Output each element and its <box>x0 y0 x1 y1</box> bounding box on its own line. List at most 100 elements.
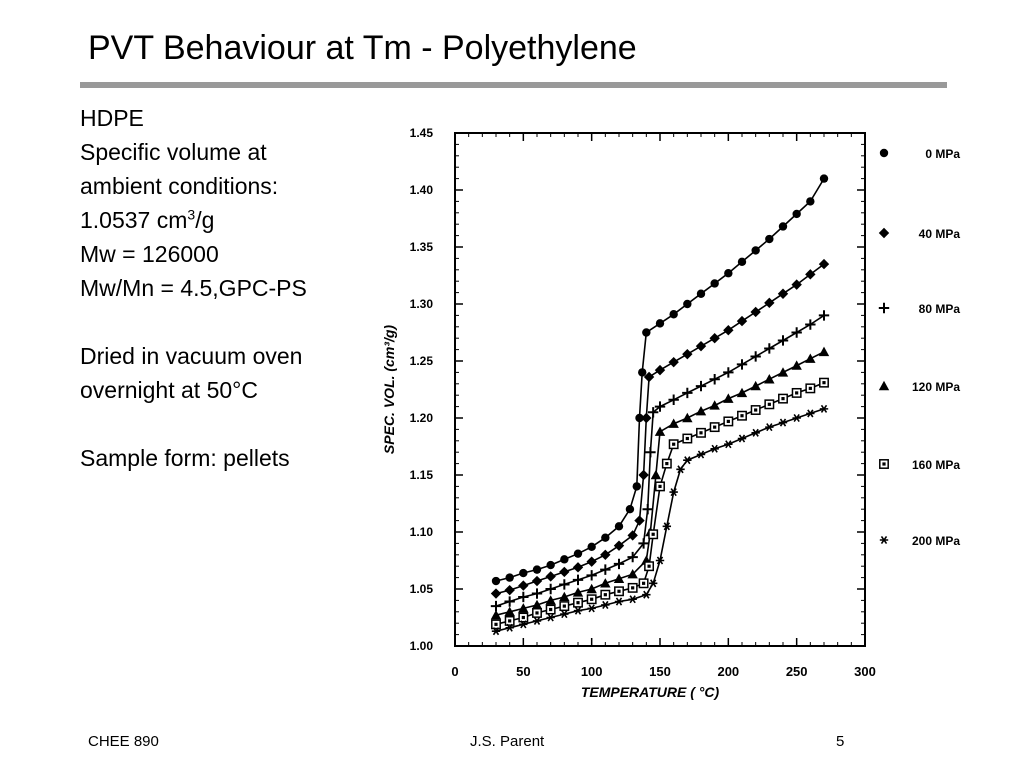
data-point <box>668 356 679 368</box>
data-point <box>819 174 829 183</box>
data-point <box>791 327 802 338</box>
note-sample-form: Sample form: pellets <box>80 445 290 471</box>
volume-superscript: 3 <box>187 206 196 223</box>
data-point <box>709 400 720 410</box>
legend-label: 0 MPa <box>925 147 960 161</box>
square-center <box>590 597 594 601</box>
data-point <box>545 604 556 615</box>
data-point <box>695 380 707 392</box>
data-point <box>750 380 761 391</box>
data-point <box>491 627 501 636</box>
data-point <box>765 423 774 432</box>
note-ambient-conditions: ambient conditions: <box>80 173 279 199</box>
series-line <box>495 263 825 595</box>
data-point <box>661 458 672 469</box>
legend-label: 40 MPa <box>919 227 961 241</box>
data-point <box>532 616 542 625</box>
data-point <box>586 570 597 581</box>
series-line <box>495 381 825 626</box>
sample-notes: HDPE Specific volume at ambient conditio… <box>80 101 370 475</box>
data-point <box>683 299 692 309</box>
data-point <box>682 433 693 444</box>
legend-entry: 200 MPa <box>879 534 960 548</box>
square-center <box>781 397 785 401</box>
legend-label: 80 MPa <box>919 302 961 316</box>
data-point <box>531 599 543 610</box>
data-point <box>560 555 569 564</box>
square-center <box>508 619 512 623</box>
legend-entry: 120 MPa <box>878 380 960 394</box>
data-point <box>724 440 733 449</box>
data-point <box>490 610 502 620</box>
x-tick-label: 50 <box>516 664 530 679</box>
data-point <box>638 469 649 481</box>
square-center <box>549 607 553 612</box>
data-point <box>778 418 788 427</box>
data-point <box>532 565 542 574</box>
data-point <box>614 522 624 531</box>
data-point <box>614 597 624 606</box>
footer-author: J.S. Parent <box>470 733 545 750</box>
square-center <box>699 431 703 435</box>
data-point <box>600 589 611 600</box>
data-point <box>613 540 625 551</box>
series-line <box>495 314 825 607</box>
y-tick-label: 1.40 <box>410 183 434 197</box>
data-point <box>723 325 734 336</box>
data-point <box>736 387 748 398</box>
data-point <box>792 413 801 423</box>
data-point <box>682 412 693 423</box>
square-center <box>535 611 539 615</box>
square-center <box>882 462 886 466</box>
data-point <box>668 394 679 405</box>
square-center <box>754 408 758 412</box>
x-tick-label: 300 <box>854 664 876 679</box>
legend-marker <box>878 380 890 391</box>
series-line <box>495 178 825 582</box>
y-tick-label: 1.25 <box>410 354 434 368</box>
data-point <box>654 401 666 412</box>
data-point <box>490 600 502 612</box>
data-point <box>587 604 596 613</box>
note-material: HDPE <box>80 105 144 131</box>
data-point <box>682 348 693 360</box>
square-center <box>795 391 799 395</box>
x-tick-label: 250 <box>786 664 808 679</box>
data-point <box>648 529 659 540</box>
legend-label: 200 MPa <box>912 534 960 548</box>
legend-marker <box>878 302 890 314</box>
y-tick-label: 1.20 <box>410 411 434 425</box>
data-point <box>819 404 829 413</box>
data-point <box>519 568 528 578</box>
square-center <box>658 484 662 488</box>
data-point <box>628 595 637 604</box>
data-point <box>573 549 583 558</box>
legend-entry: 0 MPa <box>879 147 960 161</box>
data-point <box>792 209 801 219</box>
data-point <box>572 574 584 586</box>
y-tick-label: 1.10 <box>410 525 434 539</box>
data-point <box>587 542 596 552</box>
data-point <box>545 595 556 605</box>
data-point <box>765 234 774 244</box>
data-point <box>638 578 649 589</box>
data-point <box>682 387 693 399</box>
data-point <box>600 578 611 588</box>
data-point <box>737 434 747 443</box>
legend-entry: 40 MPa <box>878 227 961 241</box>
data-point <box>519 620 528 629</box>
legend-label: 160 MPa <box>912 458 960 472</box>
note-drying-2: overnight at 50°C <box>80 377 258 403</box>
note-polydispersity: Mw/Mn = 4.5,GPC-PS <box>80 275 307 301</box>
data-point <box>709 422 720 433</box>
data-point <box>695 340 707 352</box>
data-point <box>505 623 514 632</box>
pvt-chart: 0 50 100 150 200 250 300 1.00 1.05 1.10 1.15 1.20 1.… <box>381 126 961 700</box>
data-point <box>676 465 685 474</box>
y-tick-label: 1.15 <box>410 468 434 482</box>
data-point <box>504 596 515 607</box>
legend-marker <box>879 148 889 158</box>
square-center <box>576 601 580 605</box>
data-point <box>764 374 775 384</box>
data-point <box>696 289 706 298</box>
